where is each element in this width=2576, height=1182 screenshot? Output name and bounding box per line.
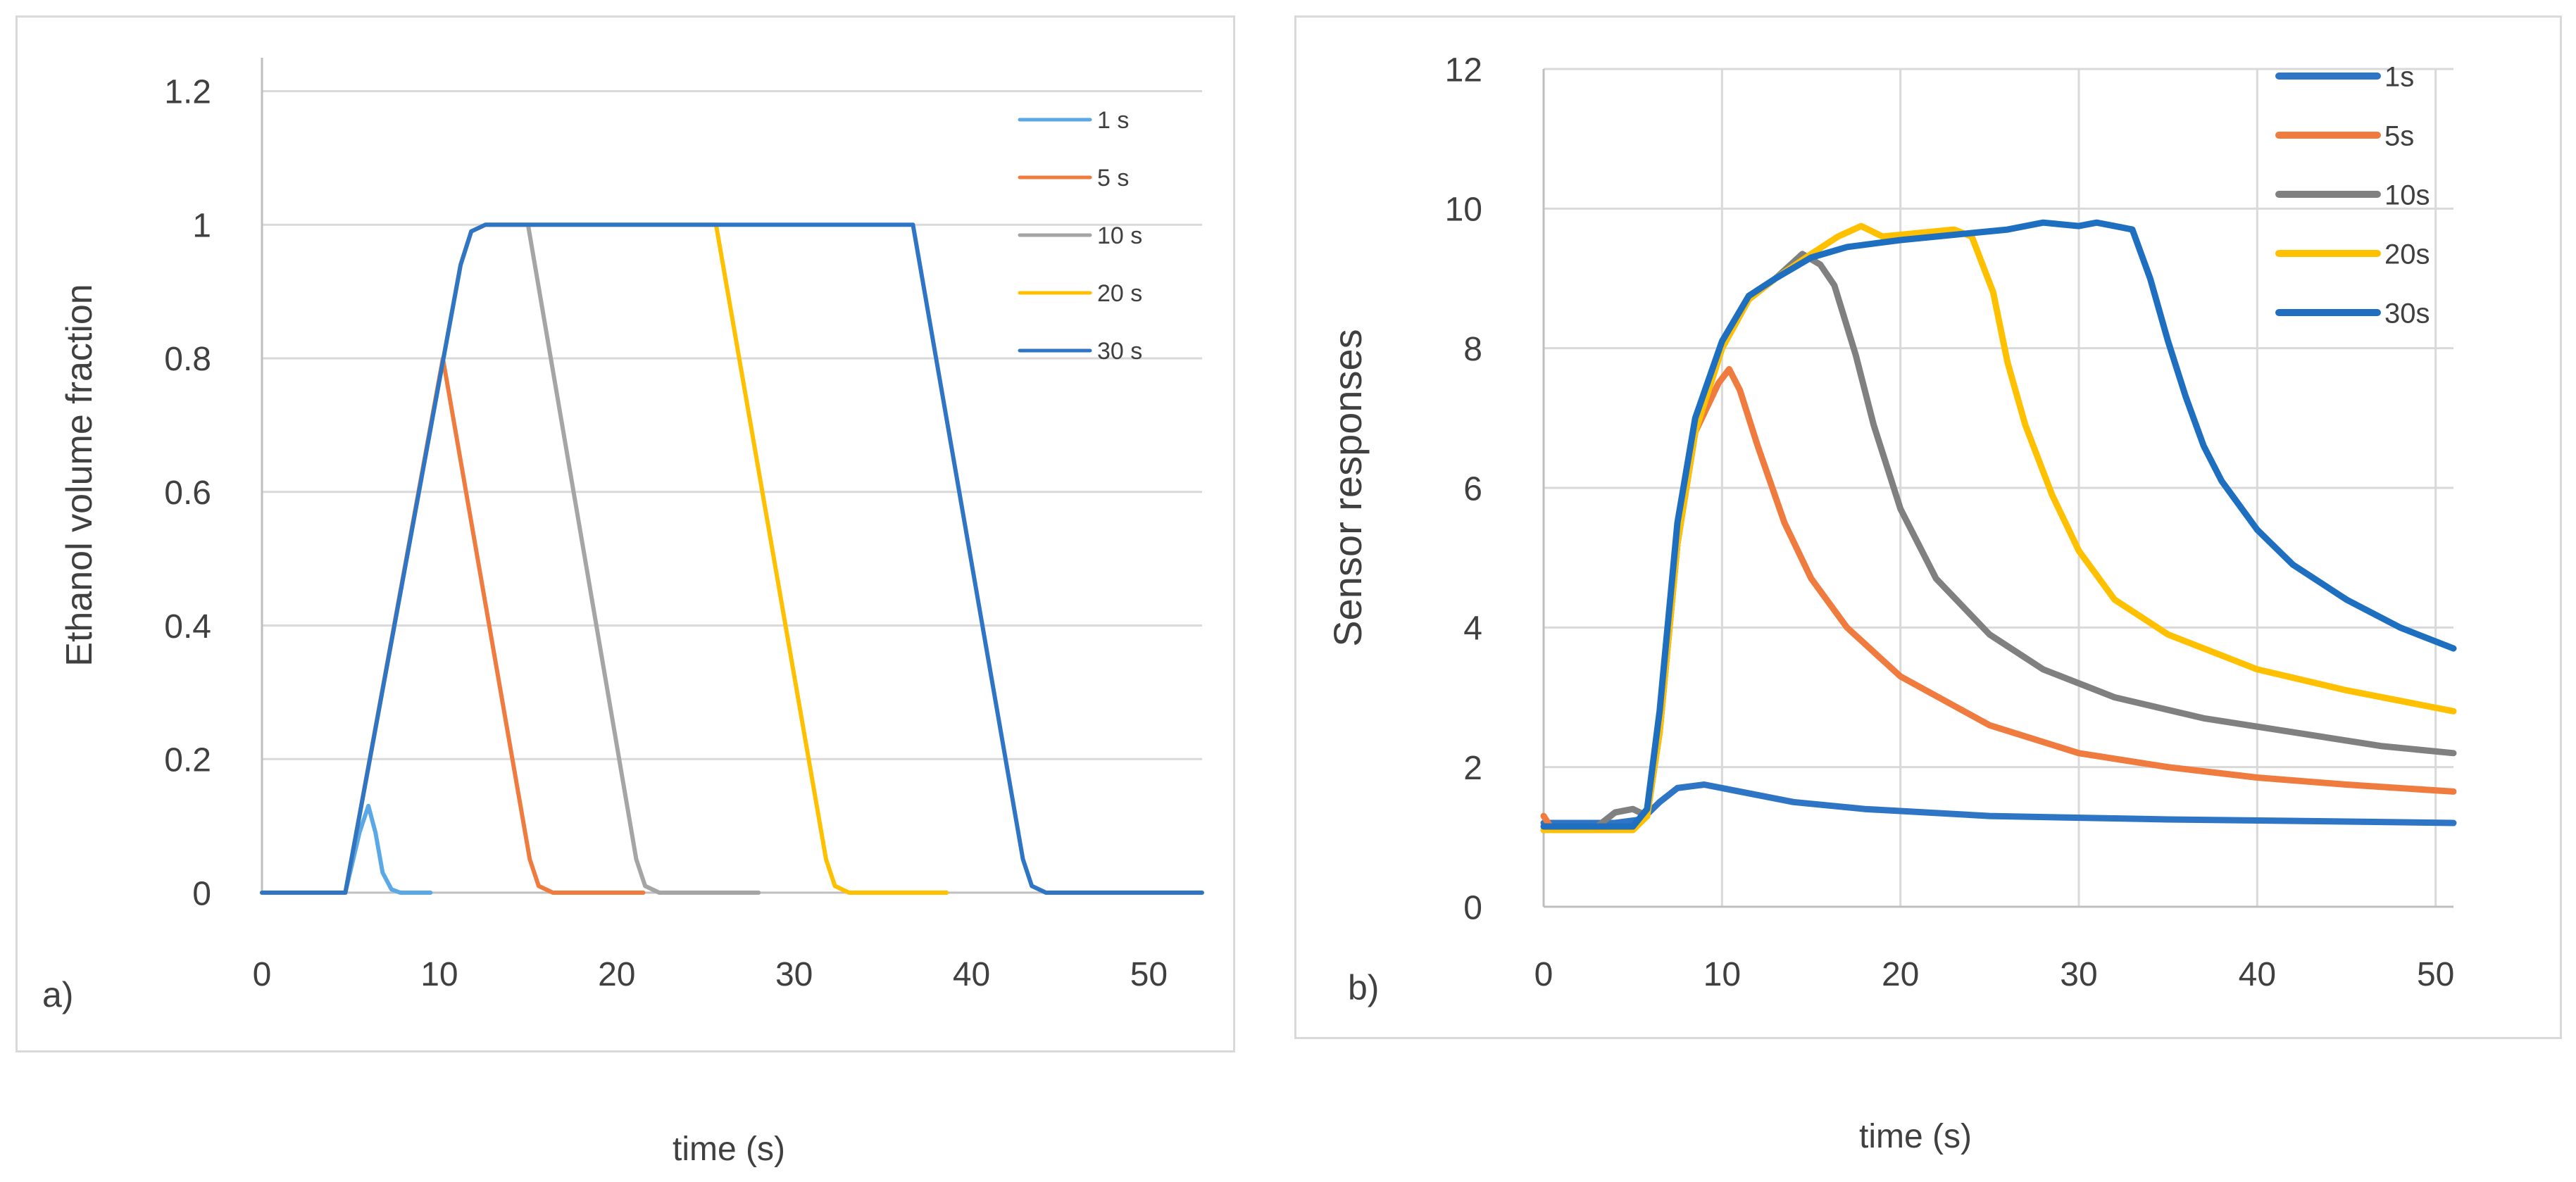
x-tick-label: 10 bbox=[1703, 956, 1741, 993]
panel-label: b) bbox=[1348, 968, 1379, 1007]
x-tick-label: 30 bbox=[775, 956, 813, 993]
y-tick-label: 1 bbox=[192, 207, 211, 244]
x-tick-label: 40 bbox=[2239, 956, 2276, 993]
legend-label: 30 s bbox=[1097, 338, 1142, 365]
legend-label: 20s bbox=[2384, 239, 2430, 270]
legend-label: 10s bbox=[2384, 180, 2430, 210]
series-line-5s bbox=[1540, 365, 2457, 834]
x-tick-label: 0 bbox=[253, 956, 272, 993]
y-tick-label: 0 bbox=[192, 875, 211, 912]
y-tick-label: 0.6 bbox=[164, 474, 211, 512]
panel-b-frame bbox=[1294, 15, 2562, 1039]
series-line-30s bbox=[1540, 219, 2457, 830]
y-tick-label: 2 bbox=[1463, 750, 1482, 787]
y-tick-label: 1.2 bbox=[164, 74, 211, 111]
panel-label: a) bbox=[42, 975, 73, 1014]
legend-label: 1s bbox=[2384, 61, 2414, 92]
y-tick-label: 0.2 bbox=[164, 742, 211, 779]
series-line-30s bbox=[260, 222, 1204, 895]
y-tick-label: 0.8 bbox=[164, 341, 211, 378]
x-axis-title: time (s) bbox=[673, 1131, 785, 1168]
y-tick-label: 6 bbox=[1463, 470, 1482, 508]
x-tick-label: 0 bbox=[1534, 956, 1553, 993]
chart-b: 0 2 4 6 8 10 12 0 10 20 30 40 50 Sensor responses time… bbox=[1325, 51, 2457, 1155]
x-tick-label: 20 bbox=[1882, 956, 1919, 993]
chart-a: 0 0.2 0.4 0.6 0.8 1 1.2 0 10 20 30 40 50 Ethanol volu… bbox=[42, 58, 1204, 1168]
x-tick-label: 50 bbox=[2417, 956, 2454, 993]
legend-label: 20 s bbox=[1097, 280, 1142, 307]
y-tick-label: 8 bbox=[1463, 331, 1482, 368]
legend-label: 30s bbox=[2384, 298, 2430, 329]
legend-label: 5s bbox=[2384, 120, 2414, 151]
y-tick-label: 0 bbox=[1463, 889, 1482, 926]
x-tick-label: 20 bbox=[598, 956, 635, 993]
x-tick-label: 40 bbox=[953, 956, 990, 993]
y-tick-label: 10 bbox=[1445, 191, 1482, 229]
y-tick-label: 4 bbox=[1463, 610, 1482, 648]
y-axis-title: Ethanol volume fraction bbox=[59, 284, 100, 666]
x-tick-label: 30 bbox=[2060, 956, 2097, 993]
series-line-20s bbox=[1540, 222, 2457, 834]
y-tick-label: 12 bbox=[1445, 51, 1482, 89]
series-line-1s bbox=[1540, 781, 2457, 826]
x-tick-label: 50 bbox=[1130, 956, 1168, 993]
x-axis-title: time (s) bbox=[1859, 1118, 1972, 1155]
legend-label: 5 s bbox=[1097, 165, 1129, 191]
y-axis-title: Sensor responses bbox=[1325, 329, 1370, 646]
y-tick-label: 0.4 bbox=[164, 608, 211, 646]
legend-label: 1 s bbox=[1097, 107, 1129, 134]
legend-label: 10 s bbox=[1097, 222, 1142, 249]
x-tick-label: 10 bbox=[420, 956, 458, 993]
series-line-10s bbox=[260, 222, 761, 895]
